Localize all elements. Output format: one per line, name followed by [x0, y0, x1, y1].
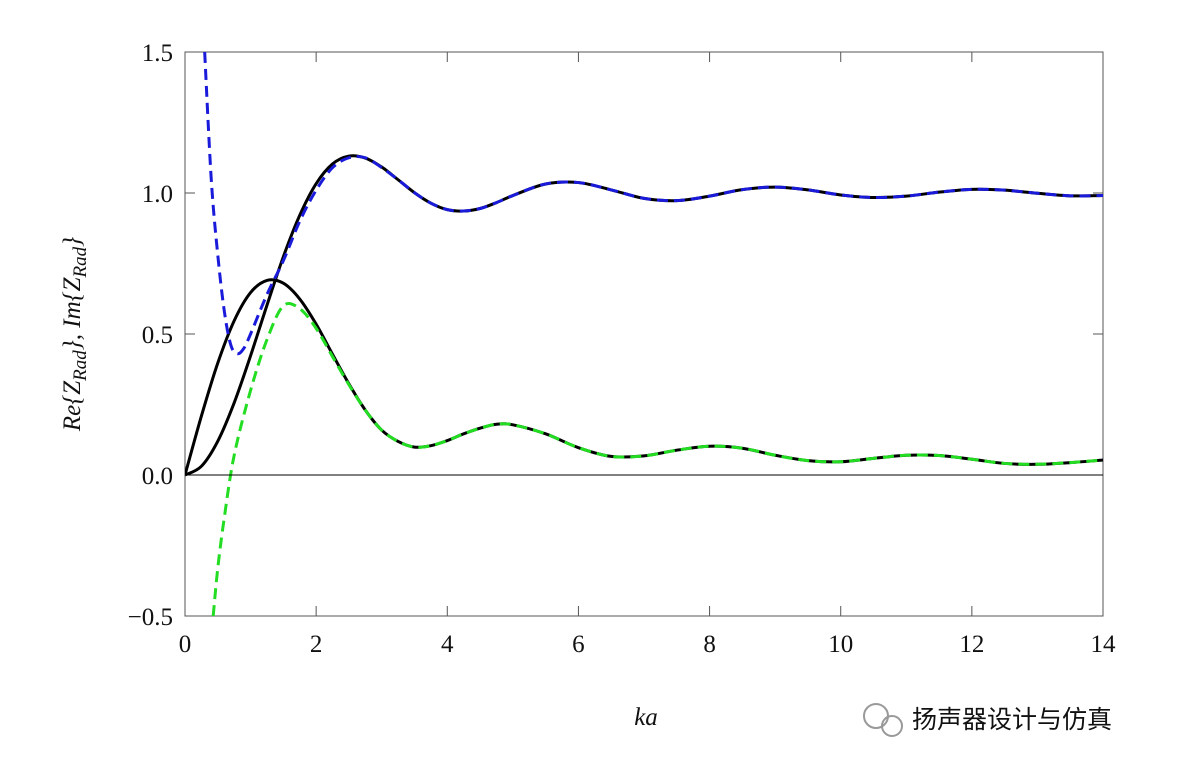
x-tick-label: 0 — [179, 631, 192, 658]
y-tick-label: −0.5 — [128, 604, 173, 631]
y-label-subscript: Rad — [70, 246, 91, 278]
y-label-part: Re{Z — [59, 380, 86, 432]
y-tick-label: 0.0 — [142, 463, 173, 490]
y-tick-label: 1.5 — [142, 40, 173, 67]
y-axis-label: Re{ZRad}, Im{ZRad} — [59, 237, 91, 432]
x-tick-label: 6 — [572, 631, 585, 658]
dashed-line — [211, 301, 1103, 616]
x-tick-label: 10 — [828, 631, 853, 658]
x-tick-label: 4 — [441, 631, 454, 658]
line — [185, 154, 1103, 477]
y-tick-label: 1.0 — [142, 181, 173, 208]
y-label-subscript: Rad — [70, 350, 91, 382]
watermark-icon — [863, 703, 903, 737]
x-tick-label: 12 — [959, 631, 984, 658]
plot-area — [185, 52, 1103, 616]
x-tick-label: 8 — [703, 631, 716, 658]
x-axis-label: ka — [634, 704, 658, 731]
y-tick-label: 0.5 — [142, 322, 173, 349]
watermark: 扬声器设计与仿真 — [912, 705, 1112, 734]
x-tick-label: 2 — [310, 631, 323, 658]
dashed-line — [203, 52, 1103, 356]
y-label-part: } — [59, 237, 86, 247]
y-label-part: }, Im{Z — [59, 276, 86, 350]
line — [185, 278, 1103, 476]
x-tick-label: 14 — [1091, 631, 1117, 658]
